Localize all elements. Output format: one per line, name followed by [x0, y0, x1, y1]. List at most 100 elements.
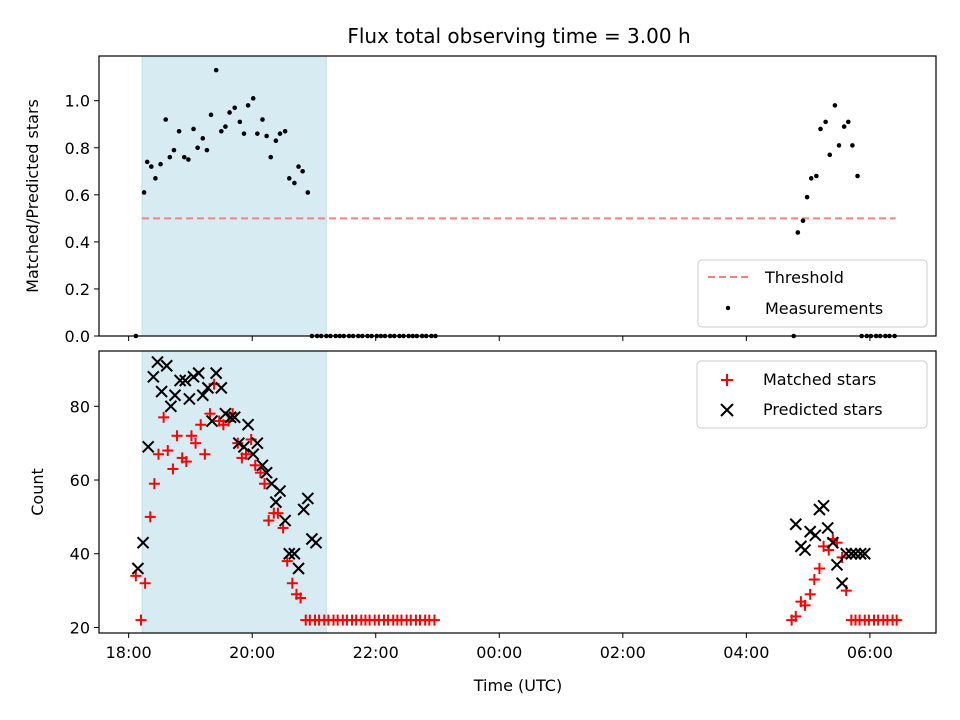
- measurement-point: [186, 157, 191, 162]
- chart-title: Flux total observing time = 3.00 h: [347, 24, 690, 48]
- x-tick-label: 02:00: [600, 643, 646, 662]
- measurement-point: [219, 128, 224, 134]
- y-tick-label: 1.0: [65, 92, 90, 111]
- top-panel-shaded-interval: [141, 55, 327, 337]
- predicted-point: [278, 514, 292, 527]
- measurement-point: [200, 136, 206, 141]
- measurement-point: [808, 176, 814, 181]
- x-tick-label: 20:00: [229, 643, 275, 662]
- y-tick-label: 0.0: [65, 327, 90, 346]
- predicted-point: [241, 418, 255, 431]
- measurement-point: [845, 119, 851, 125]
- top-panel-x-ticks: [128, 336, 871, 341]
- measurement-point: [241, 131, 247, 136]
- predicted-point: [849, 547, 862, 560]
- measurement-point: [227, 110, 232, 115]
- predicted-point: [292, 562, 305, 575]
- matched-point: [804, 588, 816, 600]
- bottom-panel-y-ticks: 20 40 60 80: [70, 397, 99, 637]
- top-panel-y-ticks: 0.0 0.2 0.4 0.6 0.8 1.0: [65, 92, 99, 346]
- predicted-point: [237, 440, 251, 454]
- predicted-point: [247, 448, 260, 461]
- measurement-point: [264, 133, 269, 139]
- top-panel: 0.0 0.2 0.4 0.6 0.8 1.0 Matched/Predicted sta…: [23, 55, 937, 346]
- predicted-point: [147, 370, 160, 384]
- bottom-legend-box: [696, 360, 928, 429]
- matched-point: [281, 555, 293, 567]
- x-tick-label: 18:00: [106, 643, 152, 662]
- predicted-point: [232, 436, 246, 450]
- legend-measurements-label: Measurements: [765, 299, 883, 318]
- matched-point: [272, 507, 284, 519]
- bottom-panel-marks: [130, 355, 903, 626]
- predicted-point: [173, 374, 187, 387]
- measurement-point: [300, 168, 305, 174]
- y-tick-label: 0.4: [65, 233, 90, 252]
- measurement-point: [305, 190, 311, 195]
- measurement-point: [153, 176, 158, 181]
- predicted-point: [201, 381, 215, 395]
- measurement-point: [171, 147, 177, 153]
- predicted-point: [301, 492, 314, 505]
- predicted-point: [179, 374, 192, 387]
- matched-point: [144, 511, 156, 523]
- top-panel-frame: [98, 55, 937, 337]
- measurement-point: [823, 119, 828, 125]
- x-axis-label: Time (UTC): [473, 676, 562, 695]
- measurement-point: [223, 124, 228, 129]
- measurement-point: [260, 117, 265, 122]
- measurement-point: [204, 147, 210, 153]
- legend-predicted-swatch: [720, 403, 734, 417]
- matched-point: [190, 437, 202, 449]
- matched-point: [813, 562, 825, 574]
- predicted-point: [256, 459, 269, 472]
- top-legend: Threshold Measurements: [697, 259, 928, 328]
- matched-point: [254, 467, 266, 479]
- predicted-point: [835, 577, 849, 590]
- matched-point: [180, 456, 192, 468]
- measurement-point: [286, 176, 292, 181]
- y-tick-label: 0.6: [65, 186, 90, 205]
- measurement-point: [282, 128, 288, 134]
- matched-point: [130, 570, 142, 582]
- matched-point: [185, 430, 197, 442]
- matched-point: [153, 448, 165, 460]
- measurement-point: [255, 131, 260, 136]
- measurement-point: [850, 143, 855, 148]
- x-tick-label: 06:00: [847, 643, 893, 662]
- measurement-point: [176, 128, 182, 134]
- measurement-point: [158, 161, 163, 167]
- matched-point: [259, 478, 271, 490]
- predicted-point: [251, 436, 264, 450]
- measurement-point: [855, 173, 860, 179]
- top-panel-ylabel: Matched/Predicted stars: [23, 99, 42, 293]
- measurement-point: [800, 218, 806, 224]
- measurement-point: [191, 126, 196, 132]
- measurement-point: [292, 180, 297, 186]
- measurement-point: [273, 138, 279, 144]
- predicted-point: [821, 521, 834, 535]
- y-tick-label: 20: [70, 618, 90, 637]
- matched-point: [240, 448, 252, 460]
- predicted-point: [183, 392, 196, 406]
- bottom-panel-ylabel: Count: [28, 468, 47, 516]
- bottom-panel-frame: [98, 350, 937, 634]
- matched-point: [277, 522, 289, 534]
- predicted-point: [845, 547, 858, 560]
- predicted-point: [854, 547, 867, 560]
- y-tick-label: 0.2: [65, 280, 90, 299]
- measurement-point: [181, 154, 187, 160]
- measurement-point: [296, 164, 301, 169]
- predicted-point: [283, 547, 296, 560]
- y-tick-label: 60: [70, 471, 90, 490]
- measurement-point: [148, 164, 154, 169]
- legend-matched-label: Matched stars: [763, 370, 876, 389]
- matched-point: [167, 463, 179, 475]
- bottom-panel-shaded-interval: [141, 350, 327, 634]
- predicted-point: [309, 536, 323, 549]
- predicted-point: [803, 525, 817, 538]
- y-tick-label: 40: [70, 545, 90, 564]
- predicted-point: [219, 407, 232, 420]
- matched-point: [249, 459, 261, 471]
- matched-point: [227, 408, 239, 420]
